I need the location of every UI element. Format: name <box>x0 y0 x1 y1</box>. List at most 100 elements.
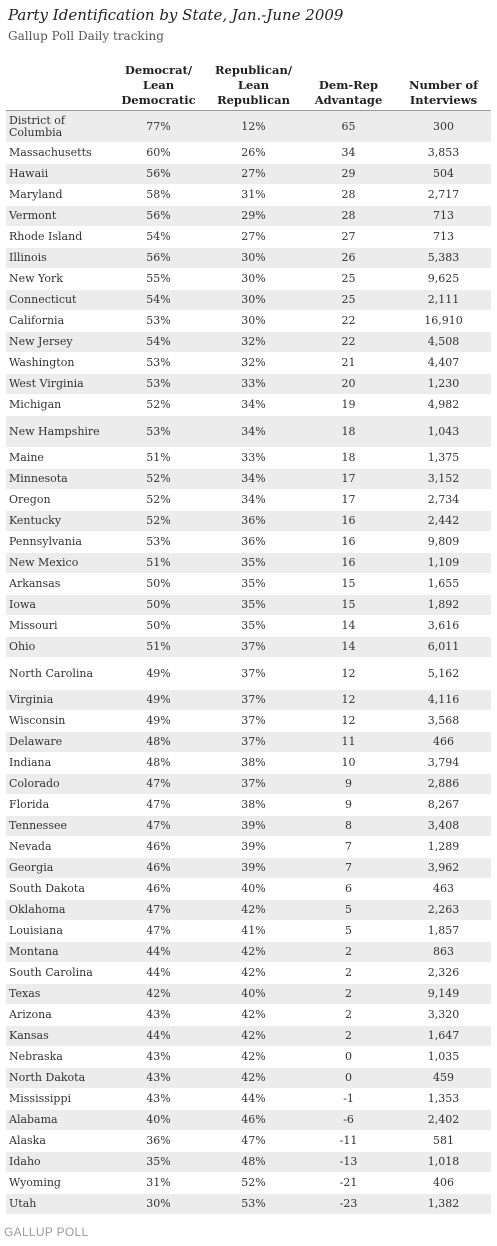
dem-lean-cell: 31% <box>111 1172 206 1194</box>
dem-rep-advantage-cell: 8 <box>301 815 396 837</box>
table-row: North Carolina 49% 37% 12 5,162 <box>6 657 491 690</box>
interviews-cell: 1,655 <box>396 573 491 595</box>
state-cell: Delaware <box>6 731 111 753</box>
state-cell: Maine <box>6 447 111 469</box>
table-row: Nevada 46% 39% 7 1,289 <box>6 836 491 858</box>
rep-lean-cell: 34% <box>206 394 301 416</box>
dem-rep-advantage-cell: 15 <box>301 573 396 595</box>
dem-rep-advantage-cell: 22 <box>301 331 396 353</box>
dem-lean-cell: 46% <box>111 857 206 879</box>
table-row: Texas 42% 40% 2 9,149 <box>6 983 491 1005</box>
rep-lean-cell: 30% <box>206 289 301 311</box>
state-cell: California <box>6 310 111 332</box>
dem-lean-cell: 40% <box>111 1109 206 1131</box>
interviews-cell: 459 <box>396 1067 491 1089</box>
state-cell: Wyoming <box>6 1172 111 1194</box>
rep-lean-cell: 36% <box>206 510 301 532</box>
state-cell: West Virginia <box>6 373 111 395</box>
interviews-cell: 9,625 <box>396 268 491 290</box>
table-row: Georgia 46% 39% 7 3,962 <box>6 857 491 879</box>
dem-lean-cell: 42% <box>111 983 206 1005</box>
state-cell: Alabama <box>6 1109 111 1131</box>
interviews-cell: 1,018 <box>396 1151 491 1173</box>
interviews-cell: 9,809 <box>396 531 491 553</box>
rep-lean-cell: 42% <box>206 1025 301 1047</box>
interviews-cell: 1,353 <box>396 1088 491 1110</box>
table-row: Iowa 50% 35% 15 1,892 <box>6 594 491 616</box>
rep-lean-cell: 47% <box>206 1130 301 1152</box>
dem-rep-advantage-cell: 12 <box>301 710 396 732</box>
dem-rep-advantage-cell: 29 <box>301 163 396 185</box>
dem-rep-advantage-cell: 20 <box>301 373 396 395</box>
interviews-cell: 2,717 <box>396 184 491 206</box>
rep-lean-cell: 39% <box>206 836 301 858</box>
dem-rep-advantage-cell: 0 <box>301 1046 396 1068</box>
dem-lean-cell: 43% <box>111 1088 206 1110</box>
rep-lean-cell: 37% <box>206 636 301 658</box>
table-body: District of Columbia 77% 12% 65 300 Massachus… <box>6 110 491 1215</box>
state-cell: Indiana <box>6 752 111 774</box>
dem-rep-advantage-cell: 12 <box>301 689 396 711</box>
interviews-cell: 3,568 <box>396 710 491 732</box>
rep-lean-cell: 40% <box>206 878 301 900</box>
table-row: Arkansas 50% 35% 15 1,655 <box>6 573 491 595</box>
table-row: Mississippi 43% 44% -1 1,353 <box>6 1088 491 1110</box>
table-row: Utah 30% 53% -23 1,382 <box>6 1193 491 1215</box>
dem-lean-cell: 50% <box>111 594 206 616</box>
interviews-cell: 3,853 <box>396 142 491 164</box>
rep-lean-cell: 34% <box>206 415 301 448</box>
table-row: Maine 51% 33% 18 1,375 <box>6 447 491 469</box>
state-cell: Vermont <box>6 205 111 227</box>
table-row: North Dakota 43% 42% 0 459 <box>6 1067 491 1089</box>
dem-rep-advantage-cell: 12 <box>301 657 396 690</box>
interviews-cell: 1,647 <box>396 1025 491 1047</box>
state-cell: Virginia <box>6 689 111 711</box>
table-row: Alabama 40% 46% -6 2,402 <box>6 1109 491 1131</box>
table-row: Virginia 49% 37% 12 4,116 <box>6 689 491 711</box>
interviews-cell: 300 <box>396 110 491 143</box>
state-cell: New Jersey <box>6 331 111 353</box>
dem-rep-advantage-cell: 25 <box>301 289 396 311</box>
dem-lean-cell: 55% <box>111 268 206 290</box>
chart-title: Party Identification by State, Jan.-June… <box>8 6 344 24</box>
state-cell: Georgia <box>6 857 111 879</box>
rep-lean-cell: 35% <box>206 615 301 637</box>
interviews-cell: 1,035 <box>396 1046 491 1068</box>
table-row: California 53% 30% 22 16,910 <box>6 310 491 332</box>
state-cell: Minnesota <box>6 468 111 490</box>
state-cell: Hawaii <box>6 163 111 185</box>
interviews-cell: 713 <box>396 205 491 227</box>
rep-lean-cell: 42% <box>206 1004 301 1026</box>
interviews-cell: 1,230 <box>396 373 491 395</box>
dem-rep-advantage-cell: 17 <box>301 468 396 490</box>
dem-rep-advantage-cell: 16 <box>301 510 396 532</box>
dem-rep-advantage-cell: 22 <box>301 310 396 332</box>
dem-rep-advantage-cell: 7 <box>301 857 396 879</box>
rep-lean-cell: 26% <box>206 142 301 164</box>
table-row: New Hampshire 53% 34% 18 1,043 <box>6 415 491 448</box>
table-row: Kansas 44% 42% 2 1,647 <box>6 1025 491 1047</box>
table-row: Minnesota 52% 34% 17 3,152 <box>6 468 491 490</box>
table-row: Illinois 56% 30% 26 5,383 <box>6 247 491 269</box>
dem-rep-advantage-cell: 34 <box>301 142 396 164</box>
dem-lean-cell: 46% <box>111 836 206 858</box>
rep-lean-cell: 37% <box>206 731 301 753</box>
dem-lean-cell: 49% <box>111 657 206 690</box>
interviews-cell: 1,289 <box>396 836 491 858</box>
table-row: Hawaii 56% 27% 29 504 <box>6 163 491 185</box>
table-row: Alaska 36% 47% -11 581 <box>6 1130 491 1152</box>
rep-lean-cell: 35% <box>206 573 301 595</box>
dem-lean-cell: 53% <box>111 531 206 553</box>
table-row: Colorado 47% 37% 9 2,886 <box>6 773 491 795</box>
rep-lean-cell: 33% <box>206 447 301 469</box>
dem-lean-cell: 44% <box>111 1025 206 1047</box>
rep-lean-cell: 30% <box>206 310 301 332</box>
state-cell: Louisiana <box>6 920 111 942</box>
state-cell: Arizona <box>6 1004 111 1026</box>
dem-rep-advantage-cell: 18 <box>301 447 396 469</box>
state-cell: Maryland <box>6 184 111 206</box>
dem-lean-cell: 52% <box>111 510 206 532</box>
interviews-cell: 2,326 <box>396 962 491 984</box>
rep-lean-cell: 34% <box>206 468 301 490</box>
dem-rep-advantage-cell: 17 <box>301 489 396 511</box>
